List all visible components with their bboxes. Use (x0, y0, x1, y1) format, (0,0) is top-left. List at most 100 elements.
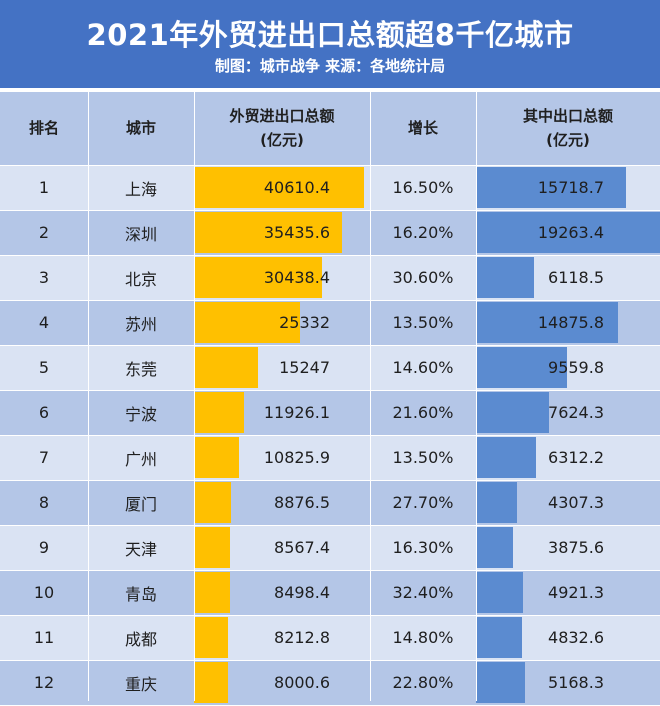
export-value-label: 9559.8 (548, 358, 604, 377)
total-trade-bar (194, 392, 244, 433)
total-trade-value-label: 10825.9 (263, 448, 330, 467)
export-bar (476, 482, 517, 523)
city-cell: 天津 (124, 539, 157, 559)
table-row: 8 厦门 27.70% 8876.5 4307.3 (0, 480, 660, 525)
header-export: 其中出口总额 (亿元) (476, 92, 660, 165)
export-value-label: 15718.7 (537, 178, 604, 197)
export-cell: 19263.4 (476, 210, 660, 255)
total-trade-bar (194, 572, 230, 613)
export-bar (476, 527, 513, 568)
data-table: 排名 城市 外贸进出口总额 (亿元) 增长 其中出口总额 (亿元) 1 上海 16.… (0, 92, 660, 706)
rank-cell: 11 (33, 628, 55, 647)
city-cell: 青岛 (124, 584, 157, 604)
export-bar (476, 572, 523, 613)
growth-cell: 30.60% (392, 268, 454, 287)
export-cell: 9559.8 (476, 345, 660, 390)
growth-cell: 27.70% (392, 493, 454, 512)
total-trade-cell: 40610.4 (194, 165, 370, 210)
table-row: 4 苏州 13.50% 25332 14875.8 (0, 300, 660, 345)
table-row: 10 青岛 32.40% 8498.4 4921.3 (0, 570, 660, 615)
table-row: 5 东莞 14.60% 15247 9559.8 (0, 345, 660, 390)
title-divider (0, 88, 660, 92)
grid-hline (0, 480, 660, 481)
export-value-label: 4921.3 (548, 583, 604, 602)
rank-cell: 7 (38, 448, 50, 467)
rank-cell: 3 (38, 268, 50, 287)
grid-hline (0, 300, 660, 301)
growth-cell: 32.40% (392, 583, 454, 602)
total-trade-bar (194, 662, 228, 703)
grid-vline (370, 92, 371, 701)
rank-cell: 2 (38, 223, 50, 242)
city-cell: 广州 (124, 449, 157, 469)
city-cell: 北京 (124, 269, 157, 289)
total-trade-bar (194, 302, 300, 343)
header-total-unit: (亿元) (260, 130, 304, 149)
total-trade-bar (194, 212, 342, 253)
grid-hline (0, 570, 660, 571)
header-growth: 增长 (370, 92, 476, 165)
city-cell: 东莞 (124, 359, 157, 379)
city-cell: 苏州 (124, 314, 157, 334)
table-row: 2 深圳 16.20% 35435.6 19263.4 (0, 210, 660, 255)
export-value-label: 14875.8 (537, 313, 604, 332)
total-trade-bar (194, 257, 322, 298)
header-total-label: 外贸进出口总额 (229, 107, 335, 126)
total-trade-value-label: 11926.1 (263, 403, 330, 422)
grid-hline (0, 660, 660, 661)
city-cell: 厦门 (124, 494, 157, 514)
total-trade-value-label: 35435.6 (263, 223, 330, 242)
grid-hline (0, 345, 660, 346)
rank-cell: 4 (38, 313, 50, 332)
export-value-label: 3875.6 (548, 538, 604, 557)
rank-cell: 10 (33, 583, 55, 602)
total-trade-cell: 8498.4 (194, 570, 370, 615)
city-cell: 深圳 (124, 224, 157, 244)
total-trade-value-label: 30438.4 (263, 268, 330, 287)
table-row: 9 天津 16.30% 8567.4 3875.6 (0, 525, 660, 570)
growth-cell: 21.60% (392, 403, 454, 422)
growth-cell: 13.50% (392, 313, 454, 332)
export-cell: 5168.3 (476, 660, 660, 705)
total-trade-bar (194, 617, 228, 658)
grid-vline (476, 92, 477, 701)
table-row: 12 重庆 22.80% 8000.6 5168.3 (0, 660, 660, 705)
rank-cell: 8 (38, 493, 50, 512)
export-value-label: 19263.4 (537, 223, 604, 242)
header-rank-label: 排名 (28, 118, 59, 137)
export-cell: 6118.5 (476, 255, 660, 300)
grid-hline (0, 390, 660, 391)
growth-cell: 14.60% (392, 358, 454, 377)
header-growth-label: 增长 (407, 118, 438, 137)
total-trade-value-label: 8498.4 (274, 583, 330, 602)
total-trade-cell: 35435.6 (194, 210, 370, 255)
export-bar (476, 617, 522, 658)
total-trade-cell: 25332 (194, 300, 370, 345)
grid-vline (88, 92, 89, 701)
export-bar (476, 167, 626, 208)
rank-cell: 1 (38, 178, 50, 197)
table-row: 6 宁波 21.60% 11926.1 7624.3 (0, 390, 660, 435)
total-trade-cell: 15247 (194, 345, 370, 390)
table-header: 排名 城市 外贸进出口总额 (亿元) 增长 其中出口总额 (亿元) (0, 92, 660, 165)
total-trade-bar (194, 347, 258, 388)
total-trade-bar (194, 437, 239, 478)
export-cell: 4921.3 (476, 570, 660, 615)
table-row: 1 上海 16.50% 40610.4 15718.7 (0, 165, 660, 210)
header-rank: 排名 (0, 92, 88, 165)
export-bar (476, 212, 660, 253)
rank-cell: 6 (38, 403, 50, 422)
growth-cell: 16.50% (392, 178, 454, 197)
city-cell: 成都 (124, 629, 157, 649)
export-bar (476, 347, 567, 388)
total-trade-value-label: 8212.8 (274, 628, 330, 647)
export-value-label: 6118.5 (548, 268, 604, 287)
title-band: 2021年外贸进出口总额超8千亿城市 制图：城市战争 来源：各地统计局 (0, 0, 660, 88)
export-bar (476, 662, 525, 703)
export-bar (476, 302, 618, 343)
grid-hline (0, 435, 660, 436)
chart-title: 2021年外贸进出口总额超8千亿城市 (86, 18, 574, 52)
city-cell: 重庆 (124, 674, 157, 694)
export-cell: 4307.3 (476, 480, 660, 525)
rank-cell: 12 (33, 673, 55, 692)
